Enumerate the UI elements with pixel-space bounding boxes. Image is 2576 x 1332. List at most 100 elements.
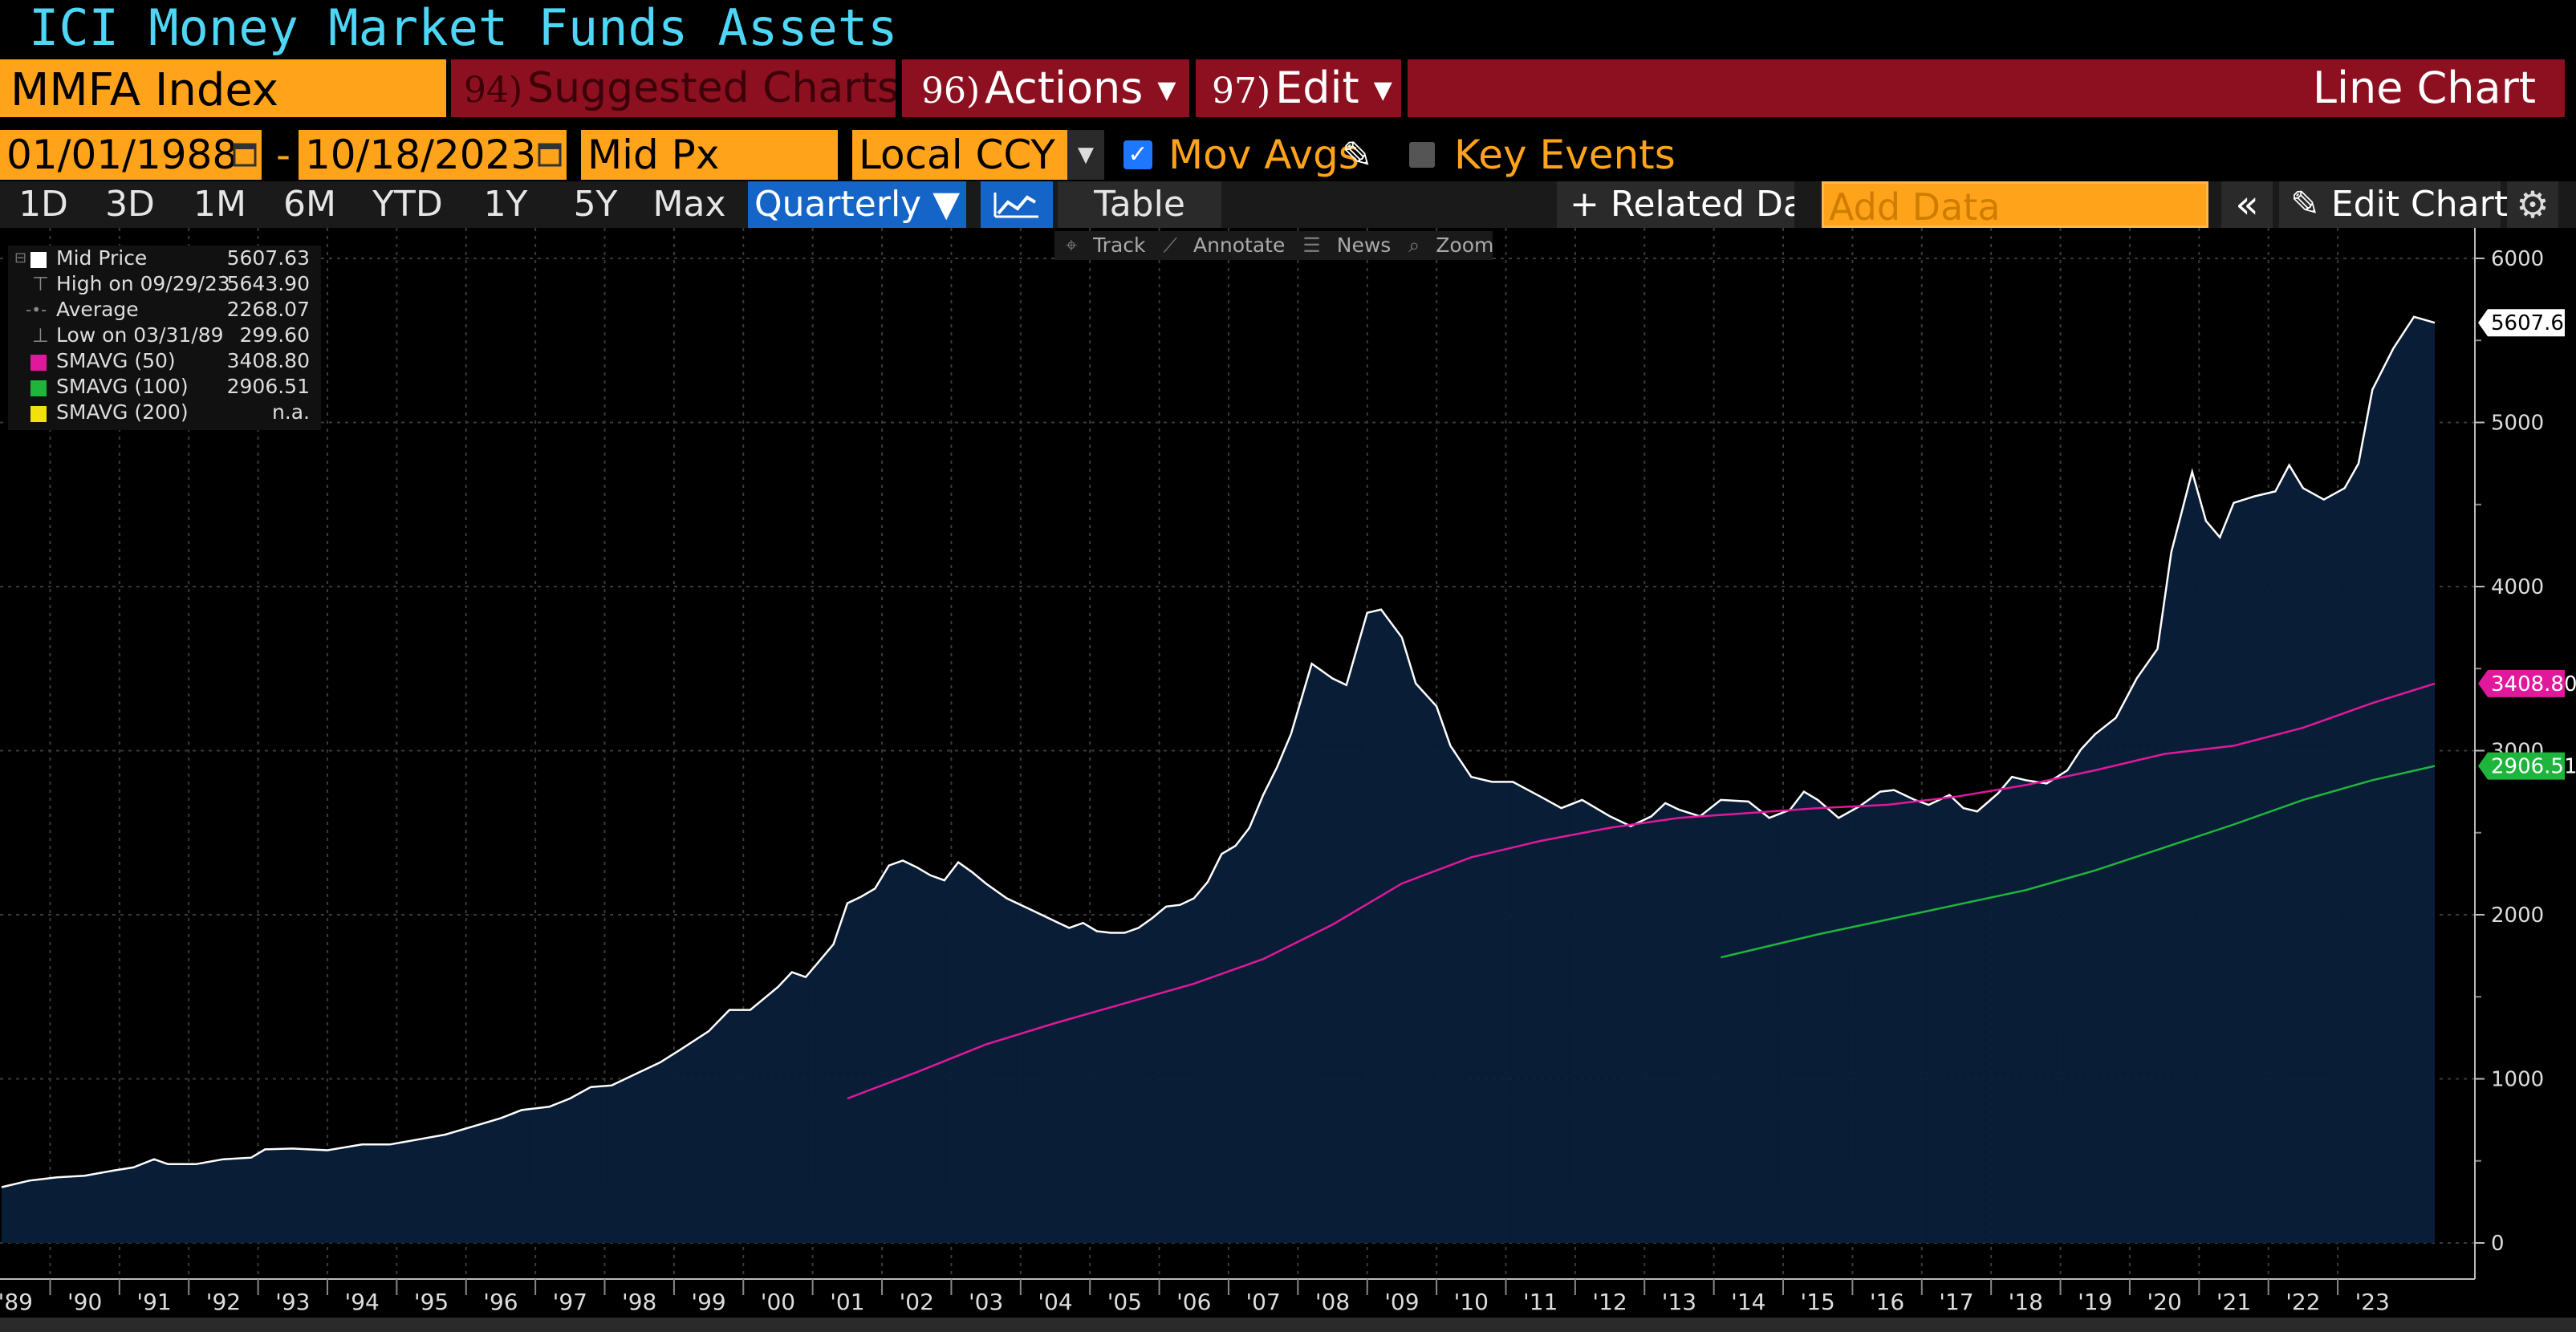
bottom-status-strip: [0, 1318, 2576, 1332]
x-tick-label: '97: [553, 1289, 587, 1315]
track-icon: ⌖: [1066, 234, 1078, 257]
period-6m-button[interactable]: 6M: [283, 184, 336, 225]
legend-value: n.a.: [271, 400, 310, 424]
calendar-icon[interactable]: [534, 130, 567, 180]
actions-number: 96): [921, 71, 981, 112]
legend-swatch: [30, 406, 47, 422]
x-tick-label: '05: [1107, 1289, 1142, 1315]
average-marker-icon: -•-: [26, 300, 47, 319]
x-axis: '89 '90 '91 '92 '93 '94 '95 '96 '97 '98 '99 '00 '01 '…: [0, 1278, 2475, 1315]
x-tick-label: '94: [345, 1289, 380, 1315]
x-tick-label: '91: [136, 1289, 171, 1315]
suggested-number: 94): [464, 70, 523, 111]
y-tick-label: 0: [2491, 1232, 2505, 1256]
related-data-button[interactable]: + Related Dat: [1557, 181, 1794, 228]
legend-name: SMAVG (200): [56, 400, 189, 424]
annotate-tool[interactable]: Annotate: [1193, 234, 1286, 257]
key-events-checkbox[interactable]: [1409, 142, 1435, 168]
x-tick-label: '20: [2147, 1289, 2181, 1315]
edit-chart-button[interactable]: ✎ Edit Chart: [2279, 181, 2508, 228]
x-tick-label: '03: [969, 1289, 1003, 1315]
chart-type-bar: Line Chart: [1408, 59, 2565, 117]
smavg-100-line: [1721, 765, 2436, 959]
price-area-fill: [2, 316, 2435, 1243]
x-tick-label: '89: [0, 1289, 33, 1315]
track-tool[interactable]: Track: [1093, 234, 1146, 257]
x-tick-label: '95: [414, 1289, 449, 1315]
key-events-label[interactable]: Key Events: [1454, 132, 1676, 178]
x-tick-label: '16: [1870, 1289, 1904, 1315]
frequency-label: Quarterly: [754, 184, 922, 225]
edit-number: 97): [1212, 71, 1271, 112]
legend-row-high: ⊤ High on 09/29/23 5643.90: [8, 271, 321, 297]
mov-avgs-checkbox[interactable]: ✓: [1123, 140, 1152, 169]
calendar-icon[interactable]: [230, 130, 262, 180]
x-tick-label: '23: [2355, 1289, 2390, 1315]
period-1d-button[interactable]: 1D: [18, 184, 68, 225]
period-1y-button[interactable]: 1Y: [483, 184, 528, 225]
end-date-field[interactable]: 10/18/2023: [299, 130, 567, 180]
legend-value: 3408.80: [226, 349, 310, 372]
chart-type-label: Line Chart: [2312, 63, 2536, 113]
legend-swatch: [30, 252, 47, 268]
value-tags: 5607.63 3408.80 2906.51: [2478, 309, 2576, 780]
period-max-button[interactable]: Max: [652, 184, 726, 225]
actions-menu-button[interactable]: 96) Actions ▼: [902, 59, 1189, 117]
gear-icon[interactable]: ⚙: [2507, 181, 2558, 228]
collapse-box-icon[interactable]: ⊟: [14, 250, 27, 266]
legend-swatch: [30, 380, 47, 396]
x-tick-label: '02: [900, 1289, 934, 1315]
high-marker-icon: ⊤: [32, 273, 49, 295]
line-chart-icon[interactable]: [981, 181, 1053, 228]
period-5y-button[interactable]: 5Y: [573, 184, 618, 225]
legend-value: 299.60: [239, 323, 310, 347]
related-data-label: Related Dat: [1610, 184, 1794, 225]
x-tick-label: '18: [2009, 1289, 2043, 1315]
x-tick-label: '92: [206, 1289, 241, 1315]
start-date-field[interactable]: 01/01/1988: [0, 130, 262, 180]
suggested-charts-button[interactable]: 94) Suggested Charts: [451, 59, 896, 117]
news-tool[interactable]: News: [1336, 234, 1392, 257]
dropdown-arrow-icon[interactable]: ▼: [1067, 130, 1104, 180]
x-tick-label: '19: [2078, 1289, 2112, 1315]
collapse-icon[interactable]: «: [2221, 181, 2273, 228]
y-tick-label: 5000: [2491, 412, 2544, 436]
period-ytd-button[interactable]: YTD: [372, 184, 443, 225]
period-3d-button[interactable]: 3D: [105, 184, 155, 225]
zoom-icon: ⌕: [1408, 234, 1420, 257]
x-tick-label: '06: [1176, 1289, 1211, 1315]
value-tag-bg: [2478, 309, 2565, 337]
legend-name: SMAVG (50): [56, 349, 176, 372]
x-tick-label: '99: [691, 1289, 725, 1315]
x-tick-label: '00: [761, 1289, 795, 1315]
x-tick-label: '17: [1939, 1289, 1973, 1315]
zoom-tool[interactable]: Zoom: [1436, 234, 1494, 257]
legend-row-mid-price: ⊟ Mid Price 5607.63: [8, 246, 321, 271]
legend-name: Average: [56, 298, 139, 321]
add-data-input[interactable]: Add Data: [1822, 181, 2208, 229]
legend-row-average: -•- Average 2268.07: [8, 297, 321, 323]
edit-chart-label: Edit Chart: [2330, 184, 2508, 225]
mov-avgs-label[interactable]: Mov Avgs: [1168, 132, 1359, 178]
legend-row-smavg-200: SMAVG (200) n.a.: [8, 400, 321, 425]
price-field-select[interactable]: Mid Px: [581, 130, 838, 180]
ticker-field[interactable]: MMFA Index: [0, 59, 446, 117]
period-1m-button[interactable]: 1M: [193, 184, 246, 225]
x-tick-label: '96: [483, 1289, 518, 1315]
frequency-select[interactable]: Quarterly ▼: [748, 181, 966, 228]
table-button[interactable]: Table: [1058, 181, 1221, 228]
edit-menu-button[interactable]: 97) Edit ▼: [1196, 59, 1401, 117]
x-tick-label: '09: [1384, 1289, 1419, 1315]
caret-down-icon: ▼: [1373, 76, 1392, 105]
value-tag-bg: [2478, 752, 2565, 780]
series-lines: [1, 315, 2436, 1188]
x-tick-label: '13: [1662, 1289, 1696, 1315]
pencil-icon[interactable]: ✎: [1342, 133, 1373, 177]
y-tick-label: 4000: [2491, 575, 2544, 599]
smavg-50-line: [847, 682, 2436, 1100]
suggested-label: Suggested Charts: [527, 64, 896, 112]
currency-select[interactable]: Local CCY: [852, 130, 1104, 180]
price-area: [2, 316, 2435, 1243]
